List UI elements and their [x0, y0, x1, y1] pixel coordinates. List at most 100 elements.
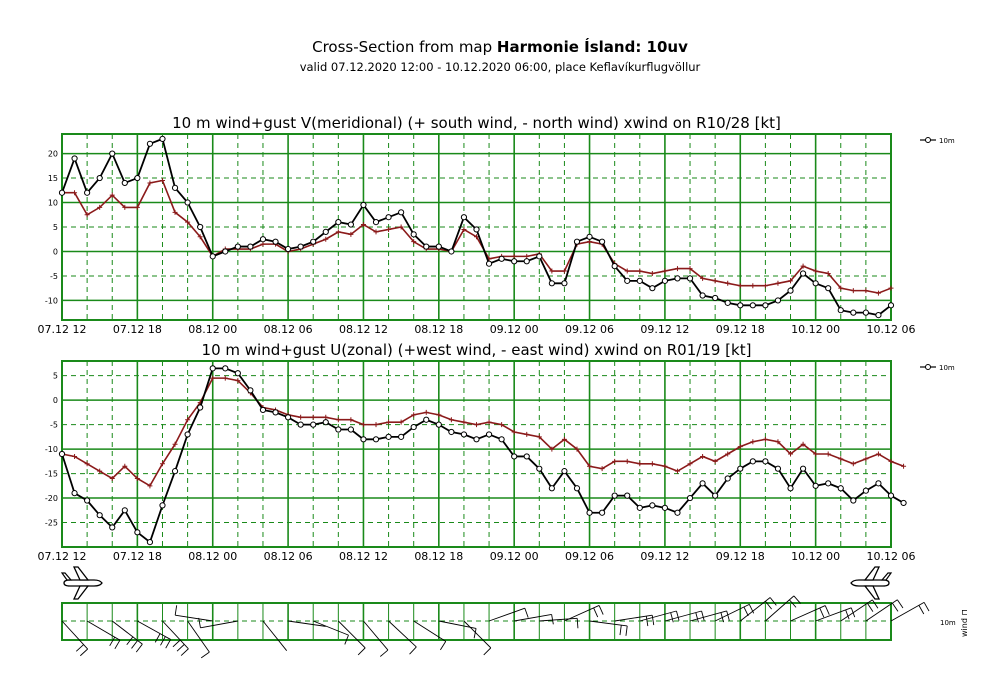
meridional-gust-point	[788, 278, 794, 284]
zonal-y-tick-label: -15	[45, 470, 58, 479]
zonal-gust-point	[486, 419, 492, 425]
zonal-wind-point	[284, 414, 292, 421]
meridional-x-tick-label: 07.12 18	[113, 323, 162, 336]
meridional-wind-point	[58, 189, 66, 196]
zonal-gust-point	[185, 417, 191, 423]
meridional-wind-point	[511, 258, 518, 265]
zonal-gust-point	[674, 468, 680, 474]
meridional-gust-point	[587, 239, 593, 245]
wind-barb	[463, 620, 492, 656]
wind-barb-feather	[701, 610, 705, 621]
meridional-wind-point	[498, 255, 505, 262]
zonal-wind-point	[699, 480, 706, 487]
zonal-gust-point	[172, 441, 178, 447]
meridional-gust-point	[474, 234, 479, 240]
wind-barb-staff	[664, 610, 702, 622]
zonal-wind-point	[347, 426, 354, 433]
zonal-gust-point	[775, 439, 781, 445]
meridional-gust-point	[561, 268, 567, 274]
wind-barb-feather	[896, 599, 904, 609]
wind-barb-feather	[845, 609, 850, 620]
meridional-gust-point	[875, 290, 881, 296]
zonal-wind-point	[498, 436, 505, 443]
wind-barb	[614, 614, 655, 627]
meridional-y-tick-label: 5	[53, 223, 58, 232]
zonal-wind-point	[624, 492, 631, 499]
meridional-x-tick-label: 08.12 00	[188, 323, 237, 336]
meridional-x-tick-label: 08.12 06	[264, 323, 313, 336]
wind-barb-feather	[593, 607, 599, 618]
wind-barb	[174, 605, 213, 622]
zonal-wind-point	[435, 421, 442, 428]
wind-barb-feather	[176, 644, 185, 652]
meridional-x-tick-label: 10.12 06	[867, 323, 916, 336]
wind-barb-feather	[765, 600, 772, 610]
wind-barb	[86, 620, 121, 650]
zonal-wind-point	[360, 436, 367, 443]
meridional-wind-point	[624, 277, 631, 284]
zonal-wind-point	[837, 485, 844, 492]
wind-barb-feather	[892, 602, 899, 612]
zonal-wind-point	[58, 450, 66, 458]
meridional-gust-point	[185, 219, 191, 225]
wind-barb	[739, 597, 777, 622]
zonal-wind-point	[372, 436, 380, 443]
zonal-gust-point	[373, 422, 379, 428]
meridional-wind-point	[71, 155, 78, 162]
zonal-gust-point	[235, 378, 241, 384]
wind-barb-staff	[187, 620, 210, 653]
zonal-wind-point	[398, 433, 405, 440]
meridional-wind-point	[146, 140, 154, 147]
airplane-wing-top	[863, 566, 881, 581]
wind-barb-feather	[154, 633, 161, 643]
meridional-wind-point	[335, 219, 342, 226]
zonal-wind-point	[385, 433, 392, 440]
wind-barb	[639, 610, 680, 623]
meridional-gust-point	[662, 268, 668, 274]
wind-barb-staff	[162, 620, 189, 650]
zonal-wind-point	[799, 465, 807, 472]
meridional-gust-point	[360, 222, 366, 228]
meridional-y-tick-label: 0	[53, 247, 58, 256]
zonal-wind-point	[335, 426, 342, 433]
zonal-gust-point	[624, 458, 630, 464]
meridional-gust-point	[524, 253, 530, 259]
meridional-y-tick-label: -10	[45, 296, 58, 305]
meridional-wind-point	[297, 243, 304, 250]
page-title-map: Harmonie Ísland: 10uv	[496, 38, 688, 56]
airplane-wing-top	[72, 566, 90, 581]
meridional-wind-point	[737, 302, 744, 309]
wind-barb-feather	[695, 612, 699, 623]
wind-barb	[198, 617, 238, 629]
meridional-wind-point	[523, 258, 530, 265]
meridional-wind-point	[372, 219, 380, 226]
zonal-wind-point	[536, 465, 543, 472]
zonal-wind-point	[134, 529, 141, 536]
zonal-gust-point	[649, 461, 655, 467]
zonal-gust-point	[762, 436, 768, 442]
wind-barb	[514, 614, 554, 625]
meridional-wind-point	[661, 277, 669, 284]
meridional-x-tick-label: 09.12 12	[640, 323, 689, 336]
meridional-wind-point	[284, 245, 292, 253]
wind-barb-feather	[872, 599, 879, 609]
wind-barb	[288, 620, 326, 627]
wind-barb-staff	[137, 620, 171, 640]
zonal-wind-point	[737, 465, 744, 472]
zonal-gust-point	[360, 422, 366, 428]
zonal-x-tick-label: 09.12 12	[640, 550, 689, 563]
zonal-gust-point	[574, 446, 580, 452]
meridional-wind-point	[862, 309, 869, 316]
meridional-wind-point	[410, 231, 417, 238]
zonal-wind-point	[674, 509, 681, 516]
zonal-x-tick-label: 08.12 12	[339, 550, 388, 563]
wind-barb-staff	[363, 620, 389, 651]
wind-barb-staff	[111, 620, 143, 645]
zonal-wind-point	[900, 499, 907, 507]
zonal-x-tick-label: 07.12 18	[113, 550, 162, 563]
page-title: Cross-Section from map Harmonie Ísland: …	[0, 38, 1000, 56]
meridional-wind-point	[611, 263, 618, 270]
meridional-wind-point	[435, 243, 442, 250]
meridional-wind-point	[586, 233, 593, 240]
meridional-gust-point	[323, 236, 329, 242]
